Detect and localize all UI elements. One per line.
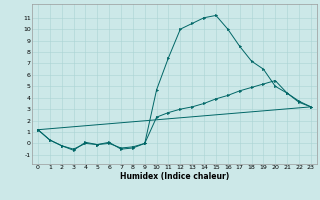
X-axis label: Humidex (Indice chaleur): Humidex (Indice chaleur) bbox=[120, 172, 229, 181]
